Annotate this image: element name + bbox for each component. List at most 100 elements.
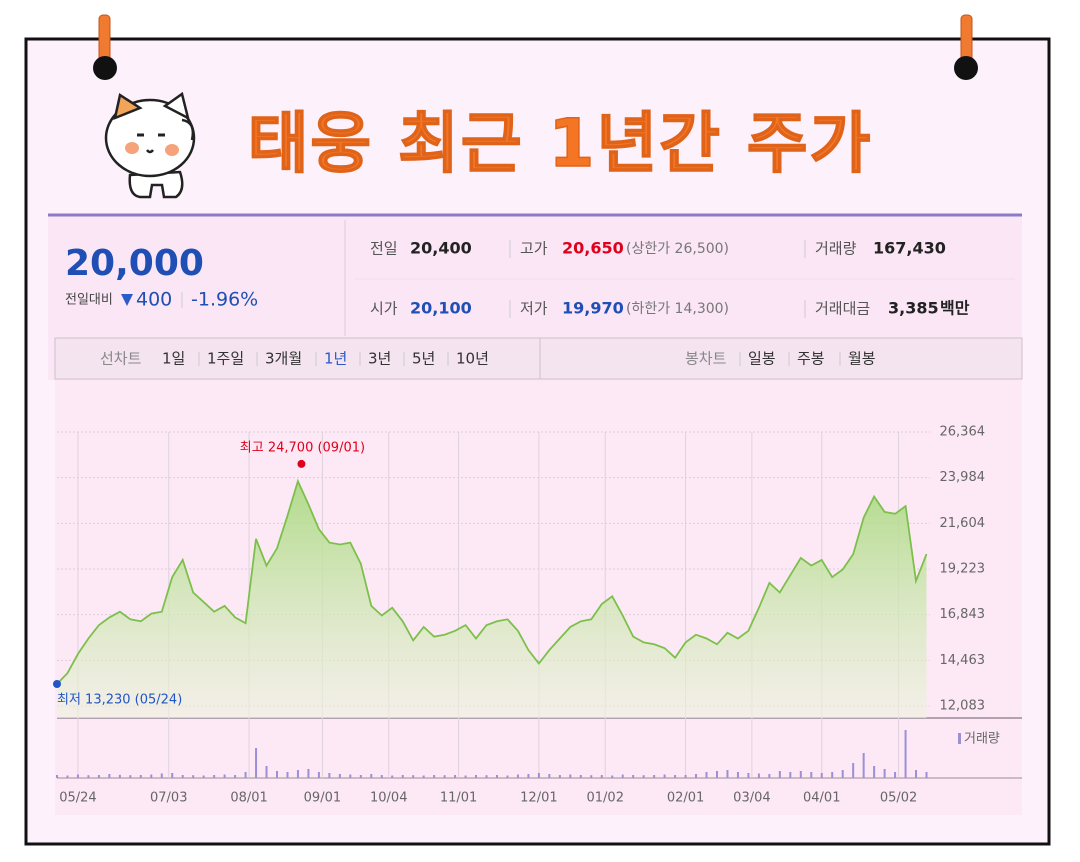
binder-right	[954, 14, 978, 80]
volume-bar	[495, 775, 498, 778]
y-tick-label: 14,463	[940, 653, 986, 668]
info-label: 전일	[370, 240, 398, 258]
volume-bar	[391, 775, 394, 778]
volume-bar	[244, 772, 247, 778]
tab[interactable]: 3개월	[265, 350, 302, 368]
tab-bar	[54, 337, 1023, 380]
info-label: 거래대금	[815, 300, 870, 318]
volume-bar	[66, 775, 69, 778]
annotation-marker	[297, 459, 306, 468]
volume-bar	[799, 771, 802, 778]
tab[interactable]: 5년	[412, 350, 435, 368]
volume-bar	[810, 772, 813, 778]
volume-bar	[317, 772, 320, 778]
info-unit: 백만	[940, 299, 970, 318]
volume-bar	[873, 766, 876, 778]
annotation-marker	[53, 679, 61, 688]
volume-bar	[705, 772, 708, 778]
volume-bar	[684, 775, 687, 778]
volume-bar	[422, 775, 425, 778]
info-value: 3,385	[888, 299, 939, 318]
volume-bar	[118, 774, 121, 778]
volume-bar	[380, 775, 383, 778]
change-amount: 400	[136, 289, 172, 311]
info-note: (상한가 26,500)	[626, 241, 729, 257]
annotation-label: 최저 13,230 (05/24)	[57, 692, 182, 707]
info-label: 거래량	[815, 240, 857, 258]
volume-bar	[831, 772, 834, 778]
volume-bar	[202, 775, 205, 778]
volume-bar	[862, 753, 865, 778]
x-tick-label: 05/02	[880, 791, 917, 806]
volume-bar	[97, 775, 100, 778]
volume-bar	[265, 766, 268, 778]
volume-bar	[642, 775, 645, 778]
volume-bar	[286, 772, 289, 778]
tab[interactable]: 10년	[456, 350, 489, 368]
tab[interactable]: 일봉	[748, 350, 776, 368]
volume-bar	[548, 774, 551, 778]
volume-legend: 거래량	[964, 732, 1000, 747]
volume-legend-swatch	[958, 733, 961, 744]
tab[interactable]: 3년	[368, 350, 391, 368]
change-percent: -1.96%	[191, 289, 258, 311]
volume-bar	[600, 775, 603, 778]
info-label: 고가	[520, 240, 548, 258]
volume-bar	[527, 774, 530, 778]
x-tick-label: 09/01	[304, 791, 341, 806]
tab[interactable]: 1년	[324, 350, 347, 368]
volume-bar	[275, 771, 278, 778]
info-value: 19,970	[562, 299, 624, 318]
info-label: 저가	[520, 300, 548, 318]
down-arrow	[121, 294, 133, 306]
volume-bar	[307, 769, 310, 778]
volume-bar	[255, 748, 258, 778]
tab[interactable]: 1주일	[207, 350, 244, 368]
volume-bar	[475, 775, 478, 778]
volume-bar	[904, 730, 907, 778]
volume-bar	[894, 772, 897, 778]
volume-bar	[852, 763, 855, 778]
info-value: 20,400	[410, 239, 472, 258]
volume-bar	[621, 774, 624, 778]
volume-bar	[370, 774, 373, 778]
volume-bar	[579, 775, 582, 778]
volume-bar	[150, 774, 153, 778]
volume-bar	[108, 774, 111, 778]
volume-bar	[129, 775, 132, 778]
volume-bar	[328, 773, 331, 778]
volume-bar	[757, 773, 760, 778]
x-tick-label: 11/01	[440, 791, 477, 806]
volume-bar	[234, 775, 237, 778]
volume-bar	[401, 775, 404, 778]
volume-bar	[663, 774, 666, 778]
x-tick-label: 12/01	[520, 791, 557, 806]
volume-bar	[789, 772, 792, 778]
volume-bar	[736, 772, 739, 778]
info-label: 시가	[370, 300, 398, 318]
volume-bar	[768, 774, 771, 778]
volume-bar	[715, 771, 718, 778]
tab[interactable]: 1일	[162, 350, 185, 368]
x-tick-label: 07/03	[150, 791, 187, 806]
y-tick-label: 12,083	[940, 699, 986, 714]
tab-heading: 선차트	[100, 350, 142, 368]
info-value: 20,650	[562, 239, 624, 258]
tab[interactable]: 월봉	[848, 350, 876, 368]
page-title: 태웅 최근 1년간 주가	[248, 105, 873, 182]
x-tick-label: 08/01	[230, 791, 267, 806]
info-note: (하한가 14,300)	[626, 301, 729, 317]
volume-bar	[192, 775, 195, 778]
tab[interactable]: 주봉	[797, 350, 825, 368]
info-value: 20,100	[410, 299, 472, 318]
volume-bar	[349, 774, 352, 778]
current-price: 20,000	[65, 243, 204, 284]
volume-bar	[632, 775, 635, 778]
volume-bar	[569, 774, 572, 778]
info-value: 167,430	[873, 239, 946, 258]
volume-bar	[139, 775, 142, 778]
volume-bar	[747, 773, 750, 778]
y-tick-label: 19,223	[940, 562, 986, 577]
x-tick-label: 05/24	[59, 791, 96, 806]
x-tick-label: 01/02	[587, 791, 624, 806]
